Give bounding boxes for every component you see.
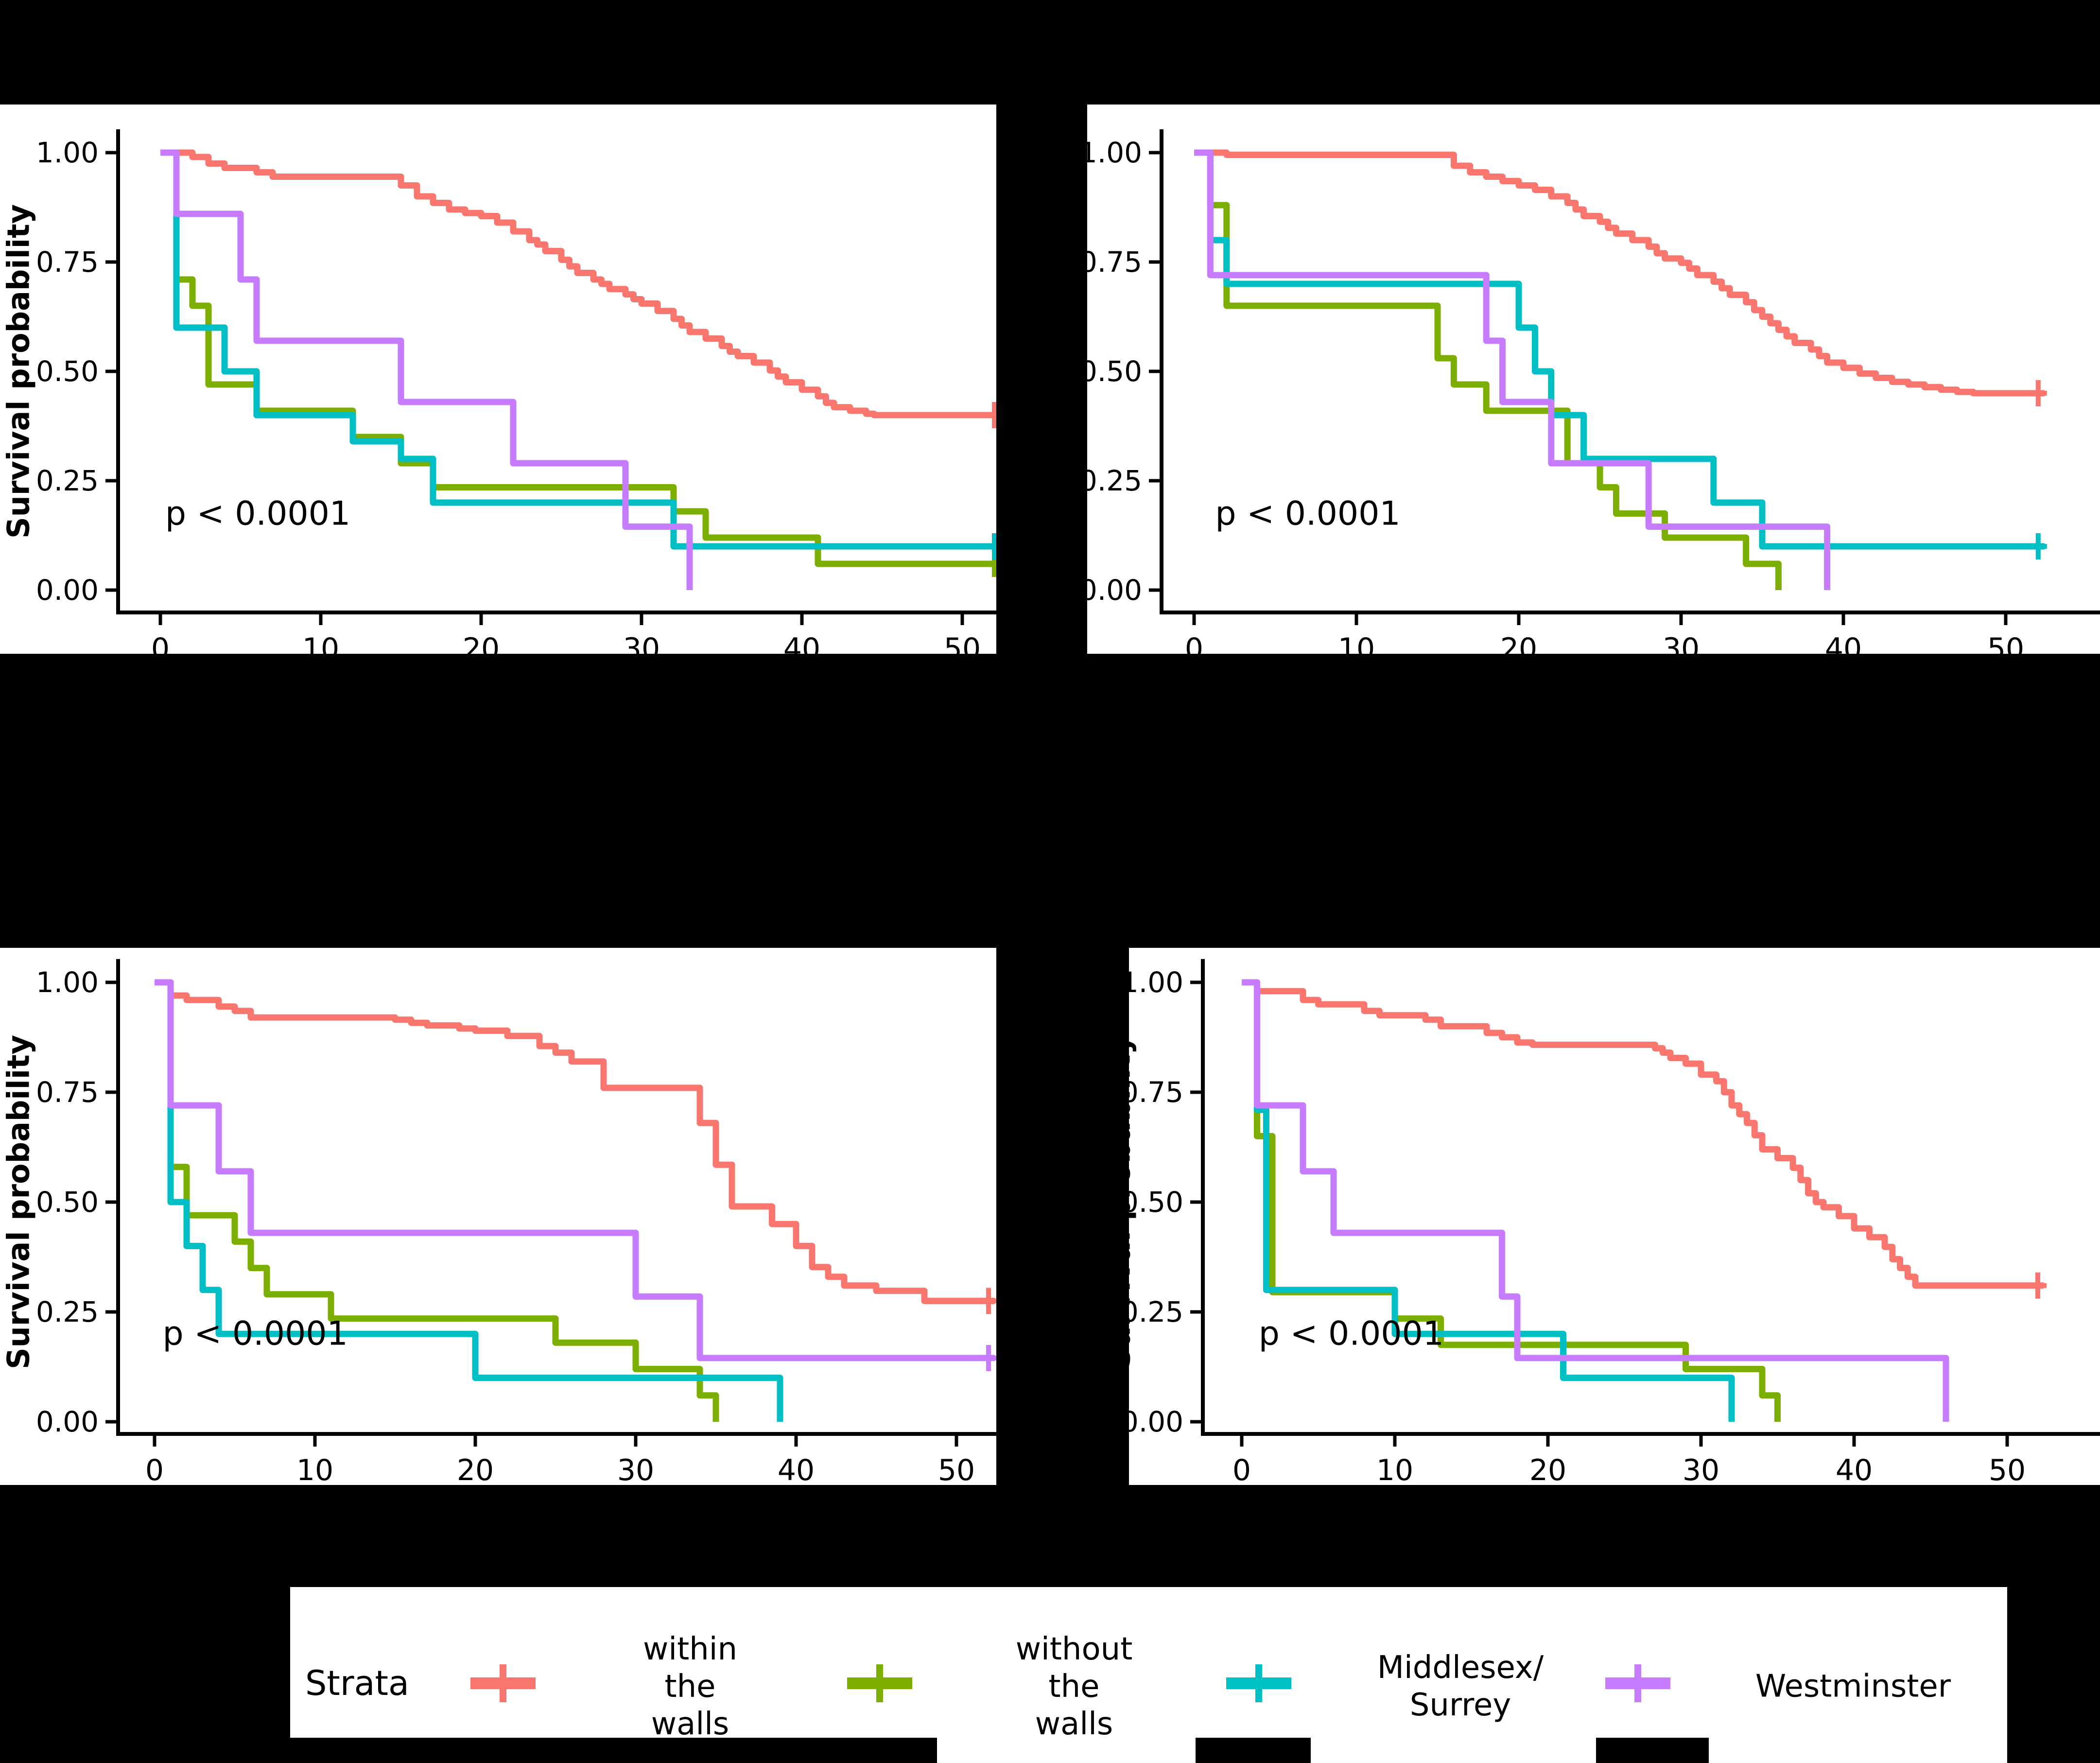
x-tick-label: 20 (1529, 1453, 1566, 1485)
legend-key-horizontal (847, 1677, 912, 1689)
p-value-label: p < 0.0001 (162, 1314, 348, 1353)
km-curve-within-the-walls (1194, 149, 2045, 397)
legend-label-within-the-walls: within the walls (642, 1631, 738, 1742)
y-tick-label: 1.00 (36, 136, 99, 169)
legend-label-without-the-walls: without the walls (1015, 1631, 1133, 1742)
p-value-label: p < 0.0001 (165, 494, 351, 533)
x-tick-label: 50 (938, 1453, 975, 1485)
km-curve-westminster (155, 979, 995, 1362)
legend-key-horizontal (470, 1677, 536, 1689)
km-panel-top-right: 0.00 0.25 0.50 0.75 1.00 0 10 20 30 40 50 p < 0.00… (1087, 105, 2100, 654)
x-tick-label: 50 (1989, 1453, 2026, 1485)
y-tick-label: 0.00 (1087, 574, 1142, 607)
y-tick-label: 0.00 (36, 574, 99, 607)
y-tick-label: 0.25 (1087, 464, 1142, 497)
y-tick-label: 0.75 (36, 245, 99, 279)
km-plot-bottom-left: 0.00 0.25 0.50 0.75 1.00 0 10 20 30 40 50 (36, 959, 996, 1485)
y-tick-label: 0.75 (36, 1076, 99, 1109)
x-tick-label: 0 (1185, 632, 1203, 654)
legend-clip-bar (1596, 1738, 1709, 1763)
legend-clip-bar (1196, 1738, 1311, 1763)
y-tick-label: 0.00 (36, 1405, 99, 1438)
y-tick-label: 1.00 (1129, 966, 1183, 999)
x-tick-label: 30 (623, 632, 660, 654)
legend-clip-bar (290, 1738, 937, 1763)
km-curve-without-the-walls (1242, 979, 1781, 1422)
y-axis-title: Survival probability (0, 1034, 36, 1370)
x-tick-label: 0 (151, 632, 170, 654)
km-curve-westminster (160, 149, 693, 590)
x-tick-label: 40 (1836, 1453, 1873, 1485)
y-tick-label: 0.75 (1129, 1076, 1183, 1109)
x-tick-label: 50 (1987, 632, 2024, 654)
y-tick-label: 1.00 (1087, 136, 1142, 169)
legend-title: Strata (305, 1663, 409, 1703)
km-plot-bottom-right: 0.00 0.25 0.50 0.75 1.00 0 10 20 30 40 50 (1129, 959, 2100, 1485)
km-curve-middlesex-surrey (155, 979, 783, 1422)
km-curve-middlesex-surrey (160, 149, 996, 550)
legend-key-cross-icon (846, 1660, 914, 1707)
legend-key-cross-icon (1604, 1660, 1672, 1707)
x-tick-label: 50 (944, 632, 981, 654)
x-tick-label: 40 (783, 632, 820, 654)
km-plot-top-right: 0.00 0.25 0.50 0.75 1.00 0 10 20 30 40 50 (1087, 129, 2100, 654)
km-curve-westminster (1242, 979, 1949, 1422)
legend-label-westminster: Westminster (1755, 1668, 1951, 1705)
p-value-label: p < 0.0001 (1258, 1314, 1444, 1353)
y-tick-label: 1.00 (36, 966, 99, 999)
x-tick-label: 40 (1825, 632, 1862, 654)
km-curve-without-the-walls (155, 979, 719, 1422)
x-tick-label: 0 (1232, 1453, 1251, 1485)
km-panel-bottom-right: 0.00 0.25 0.50 0.75 1.00 0 10 20 30 40 50 Survival… (1129, 948, 2100, 1485)
y-tick-label: 0.50 (1087, 355, 1142, 388)
x-tick-label: 20 (457, 1453, 494, 1485)
y-tick-label: 0.00 (1129, 1405, 1183, 1438)
km-plot-top-left: 0.00 0.25 0.50 0.75 1.00 0 10 20 30 40 50 (36, 129, 996, 654)
x-tick-label: 0 (145, 1453, 164, 1485)
legend-key-cross-icon (1225, 1660, 1293, 1707)
km-curve-middlesex-surrey (1194, 149, 2045, 550)
x-tick-label: 10 (302, 632, 339, 654)
y-tick-label: 0.50 (36, 355, 99, 388)
legend-key-cross-icon (469, 1660, 537, 1707)
x-tick-label: 30 (617, 1453, 654, 1485)
y-tick-label: 0.25 (36, 1295, 99, 1328)
y-tick-label: 0.25 (1129, 1295, 1183, 1328)
x-tick-label: 30 (1683, 1453, 1719, 1485)
y-axis-title-clipped: Survival probability (1129, 1034, 1137, 1370)
km-curve-within-the-walls (160, 149, 996, 419)
km-curve-within-the-walls (155, 979, 995, 1304)
y-tick-label: 0.50 (1129, 1186, 1183, 1219)
legend-key-horizontal (1226, 1677, 1291, 1689)
legend-key-horizontal (1605, 1677, 1670, 1689)
y-axis-title: Survival probability (0, 204, 36, 539)
km-curve-westminster (1194, 149, 1831, 590)
km-panel-bottom-left: 0.00 0.25 0.50 0.75 1.00 0 10 20 30 40 50 Survival… (0, 948, 996, 1485)
km-curve-without-the-walls (160, 149, 996, 567)
p-value-label: p < 0.0001 (1215, 494, 1401, 533)
legend-label-middlesex-surrey: Middlesex/ Surrey (1377, 1650, 1544, 1723)
km-panel-top-left: 0.00 0.25 0.50 0.75 1.00 0 10 20 30 40 50 Survival… (0, 105, 996, 654)
x-tick-label: 30 (1663, 632, 1700, 654)
x-tick-label: 10 (1338, 632, 1375, 654)
y-tick-label: 0.75 (1087, 245, 1142, 279)
km-curve-within-the-walls (1242, 979, 2044, 1289)
y-tick-label: 0.25 (36, 464, 99, 497)
x-tick-label: 20 (1500, 632, 1537, 654)
x-tick-label: 40 (778, 1453, 815, 1485)
y-tick-label: 0.50 (36, 1186, 99, 1219)
x-tick-label: 20 (463, 632, 500, 654)
x-tick-label: 10 (1376, 1453, 1413, 1485)
x-tick-label: 10 (296, 1453, 333, 1485)
legend: Strata within the walls without the walls… (290, 1587, 2007, 1763)
